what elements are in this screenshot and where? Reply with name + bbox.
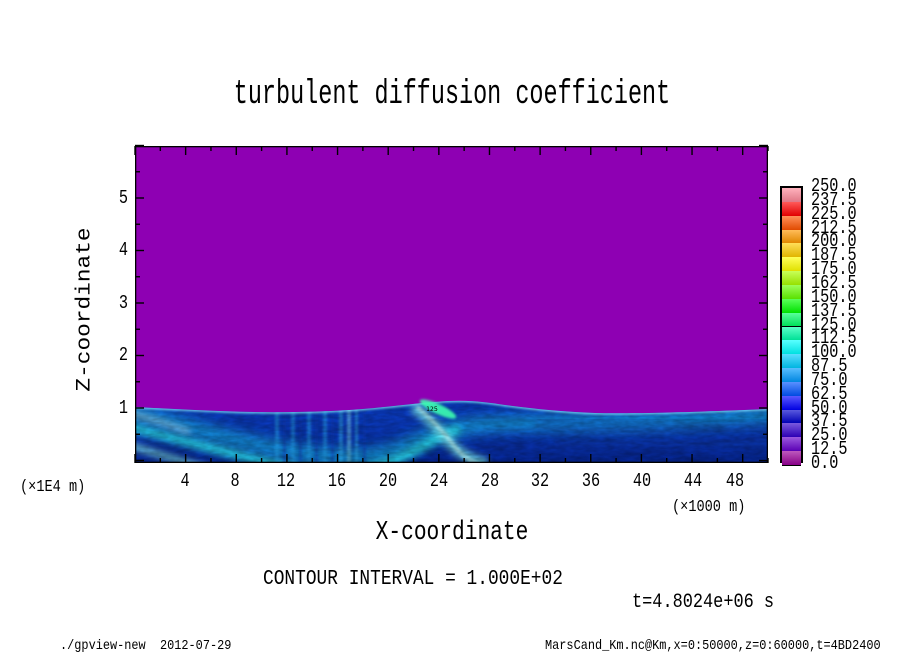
svg-text:125: 125 bbox=[426, 405, 438, 413]
